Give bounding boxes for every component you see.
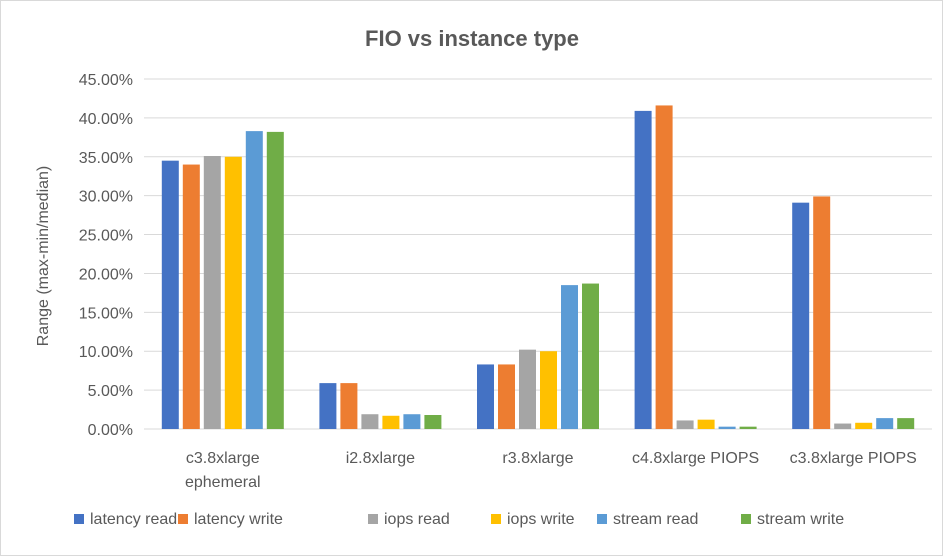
bars <box>161 105 915 430</box>
bar-latency-read <box>161 160 179 429</box>
legend-swatch <box>491 514 501 524</box>
bar-iops-write <box>540 351 557 429</box>
y-tick-label: 25.00% <box>79 228 133 245</box>
y-tick-label: 0.00% <box>88 422 133 439</box>
y-tick-label: 20.00% <box>79 266 133 283</box>
bar-latency-read <box>792 202 810 429</box>
x-tick-label: c3.8xlarge ephemeral <box>185 450 261 491</box>
bar-stream-read <box>245 131 263 429</box>
chart-title: FIO vs instance type <box>365 26 579 51</box>
legend-label: iops write <box>507 511 575 528</box>
legend-label: stream read <box>613 511 698 528</box>
x-tick-label-line: ephemeral <box>185 474 261 491</box>
bar-latency-write <box>340 383 358 429</box>
bar-stream-write <box>424 415 442 429</box>
bar-iops-read <box>361 414 379 429</box>
legend-label: iops read <box>384 511 450 528</box>
bar-latency-write <box>655 105 673 429</box>
bar-latency-read <box>477 364 494 429</box>
x-tick-label-line: c4.8xlarge PIOPS <box>632 450 759 467</box>
bar-iops-write <box>697 419 715 429</box>
legend-swatch <box>178 514 188 524</box>
x-tick-label-line: i2.8xlarge <box>346 450 415 467</box>
y-tick-label: 45.00% <box>79 72 133 89</box>
bar-stream-write <box>582 283 599 429</box>
x-tick-label: r3.8xlarge <box>502 450 573 467</box>
bar-iops-write <box>224 156 242 429</box>
y-tick-label: 5.00% <box>88 383 133 400</box>
legend-label: latency read <box>90 511 177 528</box>
legend-swatch <box>368 514 378 524</box>
bar-stream-write <box>739 426 757 429</box>
bar-iops-read <box>676 420 694 429</box>
legend-label: latency write <box>194 511 283 528</box>
bar-stream-read <box>561 285 578 429</box>
bar-latency-read <box>319 383 337 429</box>
y-tick-label: 40.00% <box>79 111 133 128</box>
y-tick-label: 30.00% <box>79 189 133 206</box>
bar-stream-read <box>876 418 894 429</box>
y-tick-label: 15.00% <box>79 305 133 322</box>
bar-latency-read <box>634 110 652 429</box>
legend-swatch <box>74 514 84 524</box>
y-tick-label: 35.00% <box>79 150 133 167</box>
legend-swatch <box>597 514 607 524</box>
x-tick-label-line: c3.8xlarge PIOPS <box>790 450 917 467</box>
y-tick-labels: 0.00% 5.00% 10.00% 15.00% 20.00% 25.00% 30.00%… <box>79 72 133 439</box>
x-tick-label-line: r3.8xlarge <box>502 450 573 467</box>
bar-iops-read <box>519 349 536 429</box>
bar-stream-write <box>897 418 915 429</box>
legend-label: stream write <box>757 511 844 528</box>
y-tick-label: 10.00% <box>79 344 133 361</box>
x-tick-label: c3.8xlarge PIOPS <box>790 450 917 467</box>
legend-swatch <box>741 514 751 524</box>
x-tick-label: c4.8xlarge PIOPS <box>632 450 759 467</box>
bar-iops-read <box>834 423 852 429</box>
bar-stream-read <box>718 426 736 429</box>
x-tick-label: i2.8xlarge <box>346 450 415 467</box>
y-axis-title: Range (max-min/median) <box>35 166 52 347</box>
bar-iops-read <box>203 156 221 429</box>
legend: latency read latency write iops read iops w… <box>74 511 844 528</box>
bar-iops-write <box>855 422 873 429</box>
x-tick-label-line: c3.8xlarge <box>186 450 260 467</box>
bar-iops-write <box>382 415 400 429</box>
bar-stream-read <box>403 414 421 429</box>
bar-stream-write <box>266 131 284 429</box>
bar-latency-write <box>182 164 200 430</box>
x-tick-labels: c3.8xlarge ephemeral i2.8xlarge r3.8xlarge c… <box>185 450 917 491</box>
bar-latency-write <box>813 196 831 429</box>
bar-latency-write <box>498 364 515 429</box>
